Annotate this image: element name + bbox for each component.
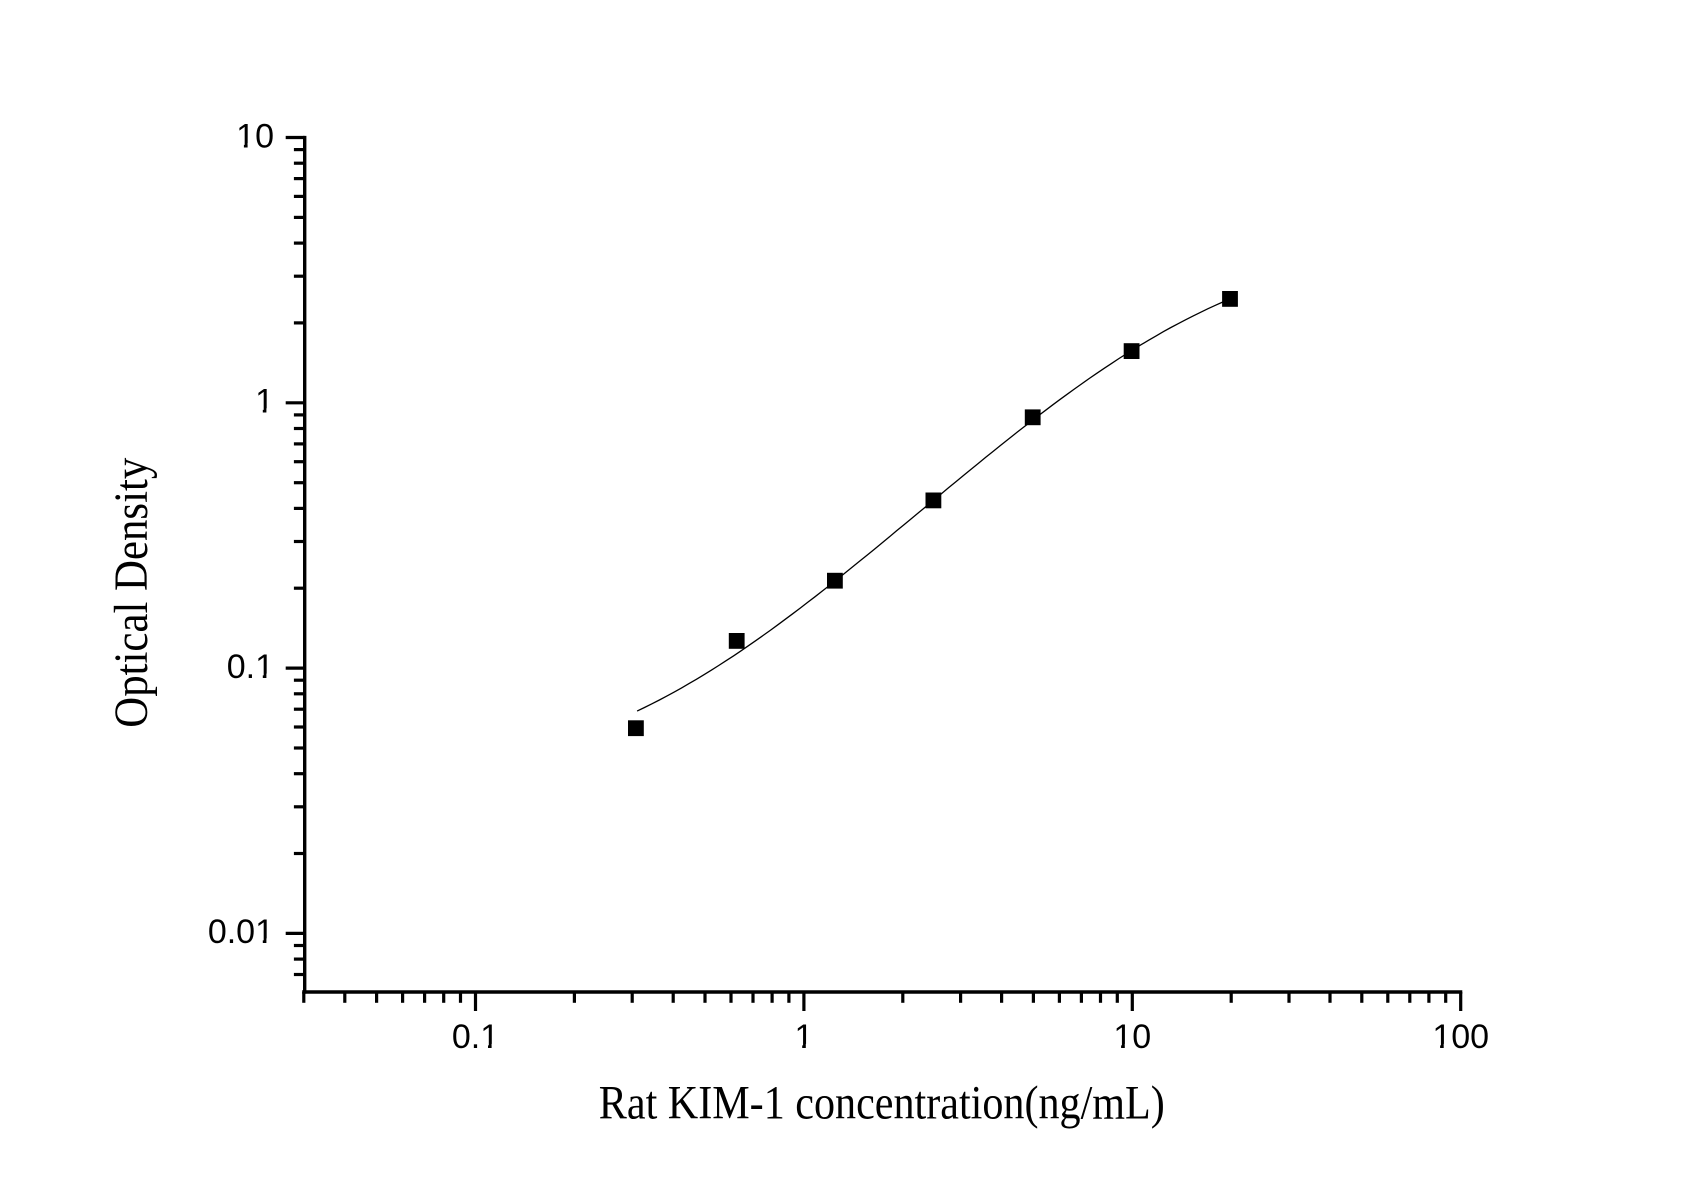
svg-text:Rat KIM-1 concentration(ng/mL): Rat KIM-1 concentration(ng/mL) — [599, 1077, 1165, 1130]
svg-text:1: 1 — [794, 1018, 813, 1056]
svg-text:10: 10 — [1113, 1018, 1151, 1056]
svg-text:0.01: 0.01 — [208, 913, 274, 951]
svg-text:0.1: 0.1 — [452, 1018, 499, 1056]
svg-text:1: 1 — [255, 383, 274, 421]
svg-text:100: 100 — [1432, 1018, 1489, 1056]
svg-text:10: 10 — [236, 117, 274, 155]
svg-text:Optical Density: Optical Density — [105, 458, 158, 728]
svg-text:0.1: 0.1 — [227, 648, 274, 686]
